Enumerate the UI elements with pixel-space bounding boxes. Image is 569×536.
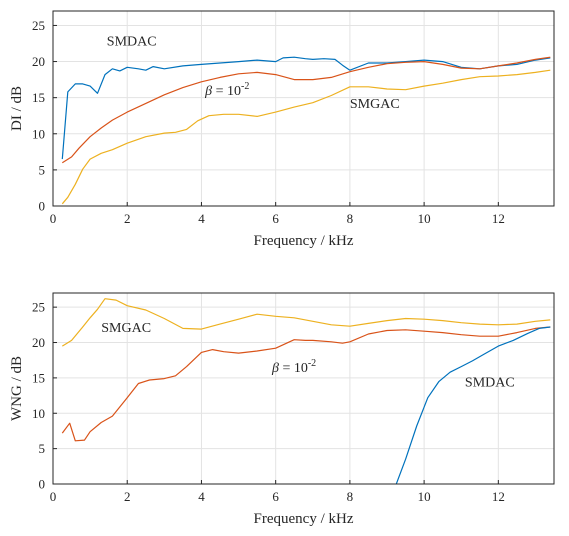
di-x-tick-label: 2 [124, 211, 131, 226]
wng-x-tick-label: 8 [347, 489, 354, 504]
di-y-tick-label: 20 [32, 54, 45, 69]
di-annotation-smgac: SMGAC [350, 97, 400, 112]
wng-annotation-smdac: SMDAC [465, 375, 515, 390]
di-y-tick-label: 10 [32, 126, 45, 141]
wng-chart: 0 2 4 6 8 10 12 0 5 10 15 20 25 Frequency / kHz WNG / … [9, 292, 555, 527]
wng-x-tick-label: 4 [198, 489, 205, 504]
di-annotation-10: β = 10-2 [204, 81, 249, 99]
di-y-axis-label: DI / dB [9, 86, 25, 131]
di-series-smgac-line [61, 69, 551, 205]
wng-y-tick-label: 15 [32, 370, 45, 385]
di-plot-frame [52, 10, 555, 207]
wng-x-tick-label: 0 [50, 489, 57, 504]
di-series-10-line [61, 56, 551, 164]
di-x-tick-label: 8 [347, 211, 354, 226]
wng-y-axis-label: WNG / dB [9, 356, 25, 421]
di-x-tick-label: 4 [198, 211, 205, 226]
di-x-tick-label: 0 [50, 211, 57, 226]
wng-y-tick-label: 25 [32, 300, 45, 315]
wng-series-smdac-line [395, 326, 551, 484]
di-annotation-smdac: SMDAC [107, 35, 157, 50]
di-y-tick-label: 25 [32, 18, 45, 33]
wng-series-smgac-line [61, 298, 551, 347]
di-x-tick-label: 12 [492, 211, 505, 226]
wng-plot-frame [52, 292, 555, 485]
di-x-axis-label: Frequency / kHz [254, 233, 354, 249]
di-x-tick-label: 6 [272, 211, 279, 226]
di-x-tick-label: 10 [418, 211, 431, 226]
wng-x-tick-label: 12 [492, 489, 505, 504]
di-chart: 0 2 4 6 8 10 12 0 5 10 15 20 25 Frequency / kHz DI / d… [9, 10, 555, 249]
wng-x-tick-label: 6 [272, 489, 279, 504]
wng-y-tick-label: 5 [39, 441, 46, 456]
wng-y-tick-label: 20 [32, 335, 45, 350]
di-y-tick-label: 5 [39, 162, 46, 177]
wng-x-tick-label: 2 [124, 489, 131, 504]
wng-series-10-line [61, 326, 551, 442]
wng-y-tick-label: 0 [39, 477, 46, 492]
di-y-tick-label: 15 [32, 90, 45, 105]
wng-annotation-10: β = 10-2 [271, 358, 316, 376]
di-series-smdac-line [61, 56, 551, 160]
di-y-tick-label: 0 [39, 199, 46, 214]
wng-x-axis-label: Frequency / kHz [254, 511, 354, 527]
wng-y-tick-label: 10 [32, 406, 45, 421]
wng-annotation-smgac: SMGAC [101, 321, 151, 336]
wng-x-tick-label: 10 [418, 489, 431, 504]
